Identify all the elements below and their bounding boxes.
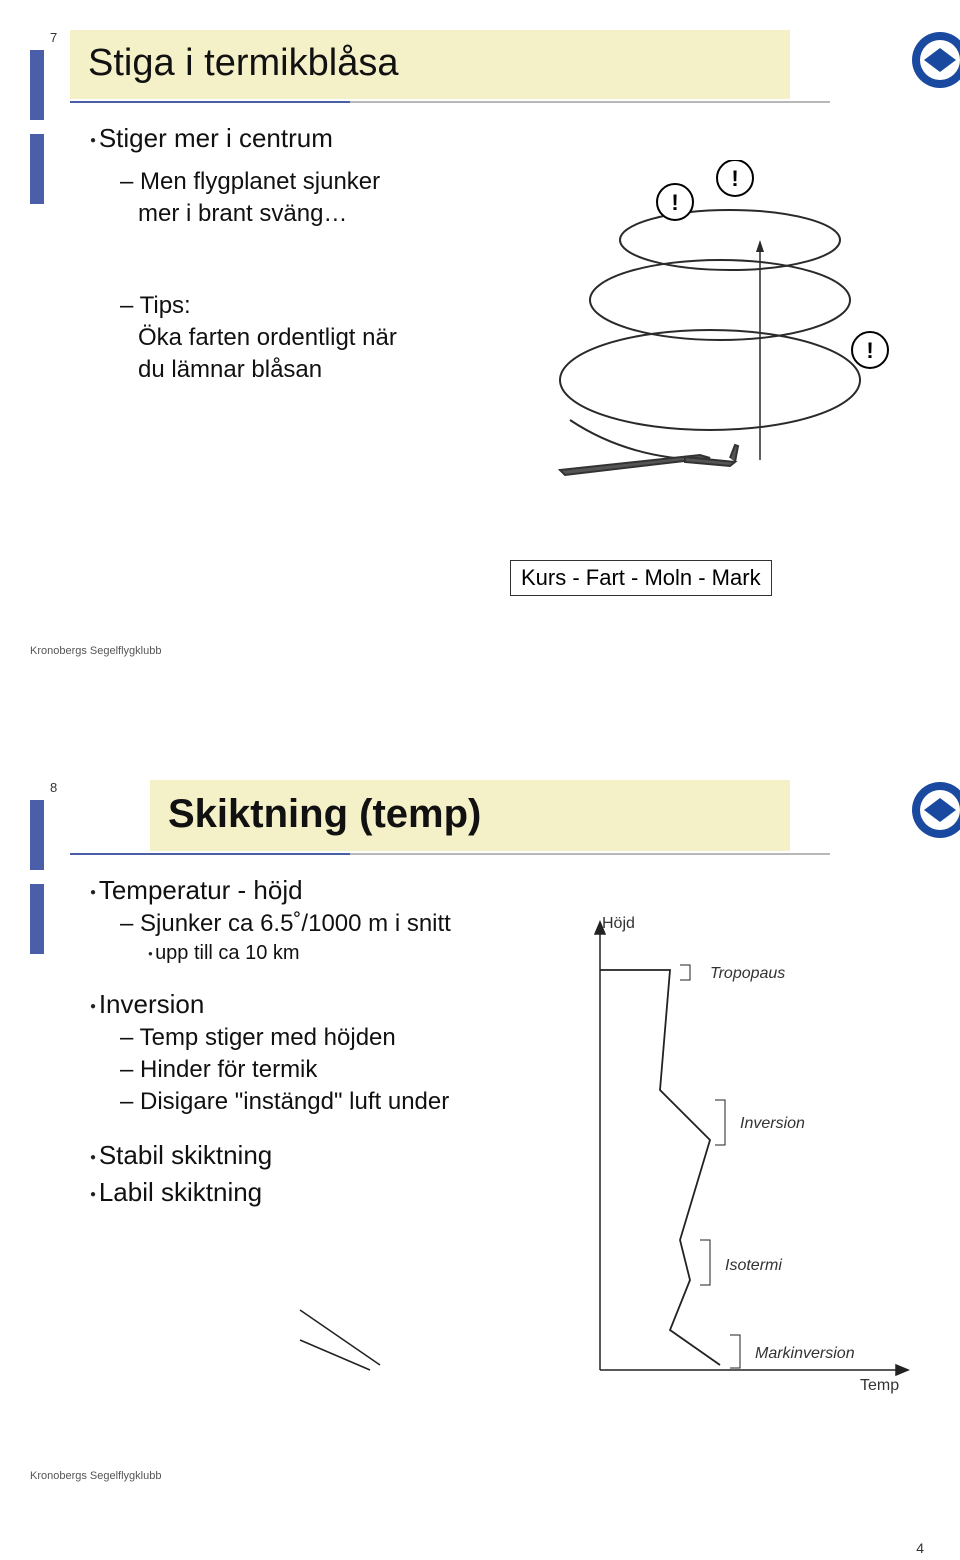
slide-content: Stiger mer i centrum Men flygplanet sjun… [90, 123, 520, 384]
bullet-upp-till: upp till ca 10 km [148, 942, 560, 965]
accent-bars [30, 800, 44, 968]
title-underline [70, 101, 830, 103]
svg-text:Tropopaus: Tropopaus [710, 965, 785, 982]
svg-text:Höjd: Höjd [602, 915, 635, 932]
bullet-inv-s3: Disigare "instängd" luft under [120, 1088, 560, 1116]
bullet-inv-s1: Temp stiger med höjden [120, 1024, 560, 1052]
bullet-sub-line2: mer i brant sväng… [138, 200, 520, 228]
footer-text: Kronobergs Segelflygklubb [30, 1470, 161, 1482]
slide-number: 7 [50, 30, 57, 45]
svg-text:!: ! [866, 338, 873, 363]
tips-line3: du lämnar blåsan [138, 356, 520, 384]
height-temp-diagram: Höjd Temp Tropopaus Inversion Isotermi M… [560, 910, 940, 1420]
svg-text:!: ! [671, 190, 678, 215]
accent-bars [30, 50, 44, 218]
tips-line1: Tips: [120, 292, 520, 320]
status-box: Kurs - Fart - Moln - Mark [510, 560, 772, 596]
svg-text:Isotermi: Isotermi [725, 1257, 782, 1274]
bullet-inv-s2: Hinder för termik [120, 1056, 560, 1084]
page-number: 4 [916, 1540, 924, 1556]
svg-text:Inversion: Inversion [740, 1115, 805, 1132]
spiral-diagram: ! ! ! [510, 160, 910, 540]
bullet-sjunker: Sjunker ca 6.5˚/1000 m i snitt [120, 910, 560, 938]
slide-title: Skiktning (temp) [150, 780, 790, 851]
bullet-main: Stiger mer i centrum [90, 123, 520, 154]
bullet-inversion: Inversion [90, 989, 560, 1020]
slide-number: 8 [50, 780, 57, 795]
slide-content: Temperatur - höjd Sjunker ca 6.5˚/1000 m… [90, 875, 560, 1208]
slide-title: Stiga i termikblåsa [70, 30, 790, 99]
tips-line2: Öka farten ordentligt när [138, 324, 520, 352]
slide-8: 8 Skiktning (temp) Temperatur - höjd Sju… [30, 780, 930, 1460]
svg-text:Temp: Temp [860, 1377, 899, 1394]
svg-text:!: ! [731, 166, 738, 191]
footer-text: Kronobergs Segelflygklubb [30, 645, 161, 657]
bullet-temperature: Temperatur - höjd [90, 875, 560, 906]
svg-text:Markinversion: Markinversion [755, 1345, 855, 1362]
title-underline [70, 853, 830, 855]
bullet-labil: Labil skiktning [90, 1177, 560, 1208]
slide-7: 7 Stiga i termikblåsa Stiger mer i centr… [30, 30, 930, 700]
connector-lines [290, 1300, 410, 1380]
bullet-stabil: Stabil skiktning [90, 1140, 560, 1171]
bullet-sub-line1: Men flygplanet sjunker [120, 168, 520, 196]
